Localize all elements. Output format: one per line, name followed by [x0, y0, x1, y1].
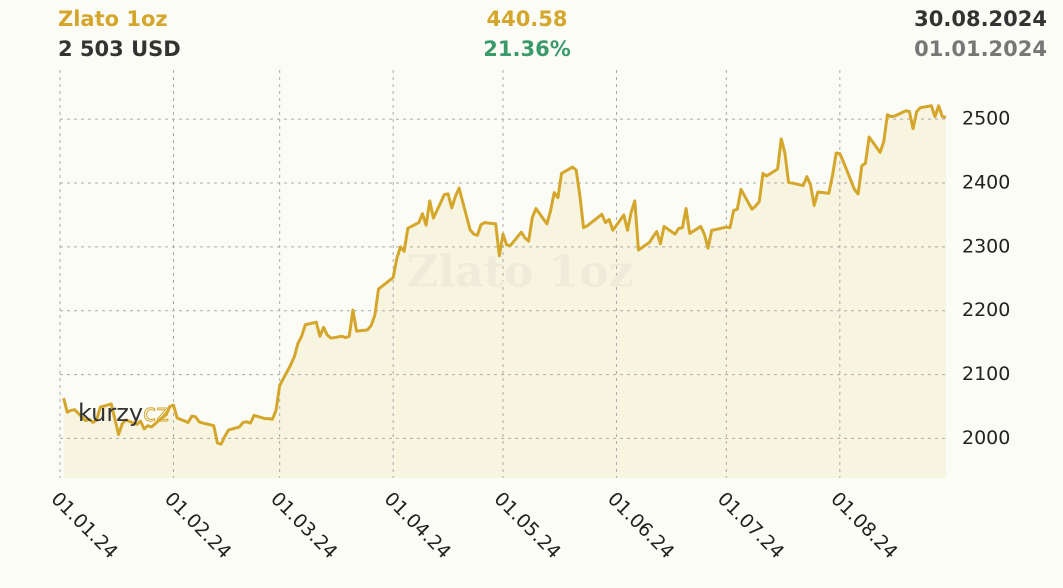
x-tick-label: 01.05.24 — [490, 488, 565, 563]
price-line — [62, 104, 947, 446]
plot-area: 01.01.24 01.02.24 01.03.24 01.04.24 01.05.24… — [47, 70, 1010, 563]
logo: kurzycz — [78, 399, 169, 427]
logo-main: kurzy — [78, 399, 143, 427]
y-tick-label: 2200 — [962, 299, 1010, 321]
area-fill — [63, 105, 947, 478]
logo-accent: cz — [143, 399, 169, 427]
price: 2 503 USD — [58, 37, 181, 61]
y-tick-label: 2300 — [962, 235, 1010, 257]
x-tick-label: 01.06.24 — [603, 488, 678, 563]
x-tick-label: 01.08.24 — [826, 488, 901, 563]
x-tick-label: 01.03.24 — [266, 488, 341, 563]
x-tick-label: 01.01.24 — [47, 488, 122, 563]
date-start: 01.01.2024 — [914, 37, 1047, 61]
change-pct: 21.36% — [483, 37, 570, 61]
x-tick-label: 01.04.24 — [380, 488, 455, 563]
y-tick-label: 2000 — [962, 427, 1010, 449]
x-tick-label: 01.07.24 — [713, 488, 788, 563]
date-end: 30.08.2024 — [914, 7, 1047, 31]
y-tick-label: 2400 — [962, 172, 1010, 194]
change: 440.58 — [486, 7, 567, 31]
x-tick-label: 01.02.24 — [160, 488, 235, 563]
watermark: Zlato 1oz — [406, 247, 633, 298]
y-tick-label: 2100 — [962, 363, 1010, 385]
chart-title: Zlato 1oz — [58, 7, 168, 31]
y-tick-label: 2500 — [962, 108, 1010, 130]
